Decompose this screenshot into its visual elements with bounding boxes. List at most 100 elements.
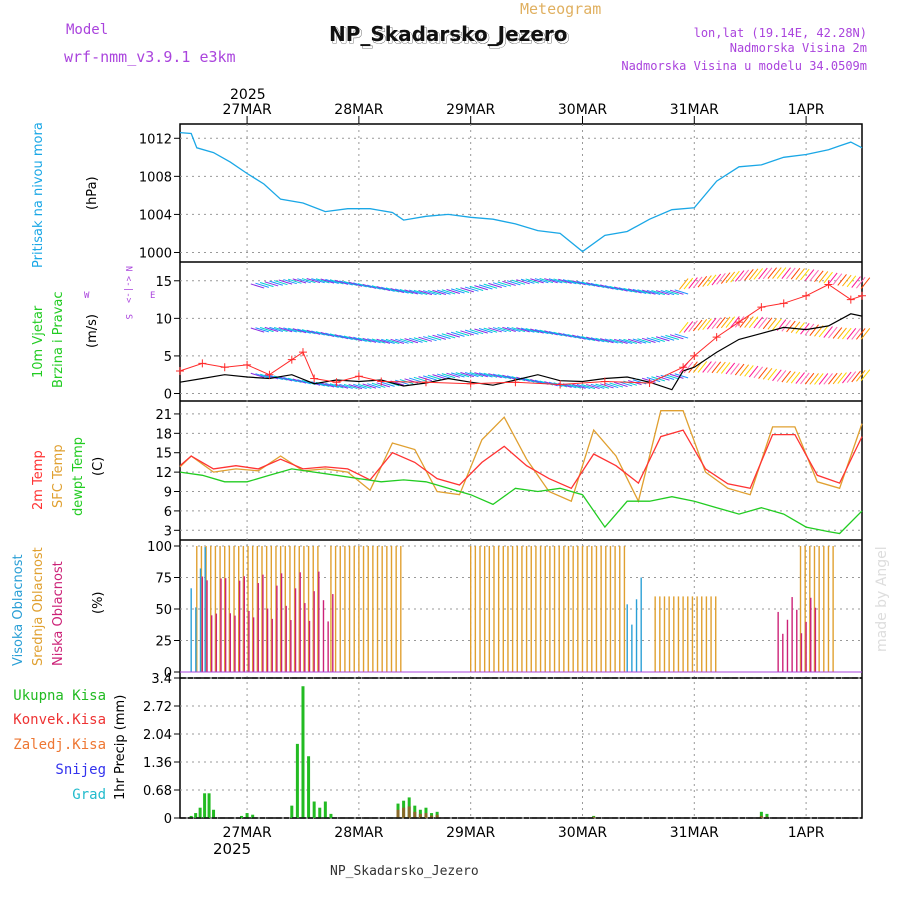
wind-barb	[734, 363, 745, 376]
wind-gust-point	[265, 370, 274, 379]
wind-barb	[371, 338, 386, 344]
wind-barb	[683, 277, 694, 290]
wind-barb	[343, 280, 358, 287]
wind-barb	[706, 274, 717, 287]
precip-bars	[180, 677, 862, 819]
top-day-labels: 27MAR 28MAR 29MAR 30MAR 31MAR 1APR	[222, 102, 824, 118]
wind-barb	[804, 372, 815, 385]
wind-barb	[228, 331, 241, 335]
y-tick-label: 21	[155, 408, 172, 423]
wind-barb	[651, 290, 665, 296]
wind-barb	[530, 379, 544, 385]
y-tick-label: 2.72	[143, 700, 172, 715]
wind-barb	[311, 278, 325, 284]
precip-conv-bar	[418, 813, 422, 818]
precip-total-bar	[194, 813, 198, 818]
wind-barb	[790, 267, 801, 280]
wind-barb	[292, 378, 307, 384]
wind-barb	[516, 376, 530, 382]
wind-barb	[837, 372, 847, 384]
wind-gust-point	[511, 378, 520, 387]
wind-barb	[767, 368, 777, 381]
wind-barb	[586, 383, 600, 390]
compass-arrows: <-|->	[123, 276, 133, 304]
wind-barb	[460, 330, 474, 336]
wind-barb	[255, 282, 269, 288]
compass-s: S	[123, 314, 133, 319]
wind-barb	[311, 330, 325, 336]
wind-gust-point	[556, 380, 565, 389]
wind-barb	[292, 278, 307, 284]
wind-barb	[320, 278, 335, 284]
wind-gust-point	[377, 377, 386, 386]
wind-barb	[744, 365, 754, 377]
wind-barb	[241, 285, 254, 289]
wind-barb	[376, 286, 391, 292]
wind-barb	[418, 376, 433, 382]
wind-barb	[553, 331, 568, 337]
wind-barb	[362, 383, 377, 389]
wind-barb	[427, 335, 442, 341]
wind-barb	[273, 280, 288, 286]
wind-gust-point	[176, 366, 184, 375]
y-tick-label: 2.04	[143, 728, 172, 743]
wind-barb	[186, 291, 199, 295]
wind-barb	[669, 373, 684, 379]
wind-barb	[576, 335, 591, 341]
wind-gust-point	[220, 363, 229, 372]
wind-barb	[567, 383, 582, 389]
wind-barb	[809, 373, 819, 385]
precip-legend-frozen: Zaledj.Kisa	[13, 737, 106, 753]
wind-barb	[697, 275, 708, 288]
cloud-title-high: Visoka Oblacnost	[11, 554, 26, 666]
wind-barb	[804, 269, 815, 281]
wind-barb	[683, 361, 694, 374]
wind-barb	[786, 320, 796, 333]
wind-barb	[464, 286, 479, 292]
y-tick-label: 3	[164, 524, 172, 539]
wind-barb	[534, 278, 549, 284]
precip-conv-bar	[396, 809, 400, 818]
wind-barb	[655, 336, 670, 342]
wind-barb	[576, 383, 591, 390]
wind-barb	[320, 331, 335, 337]
wind-barb	[190, 336, 203, 340]
wind-barb	[376, 382, 391, 388]
top-day-label: 29MAR	[446, 102, 495, 118]
wind-barb	[259, 282, 274, 288]
wind-barb	[725, 362, 736, 375]
wind-gust-point	[600, 377, 609, 386]
wind-barb	[264, 326, 279, 333]
wind-barb	[697, 361, 708, 373]
wind-barb	[702, 318, 712, 331]
wind-barb	[586, 282, 600, 288]
wind-barb	[851, 328, 861, 340]
wind-barb	[842, 274, 852, 287]
wind-title-line1: 10m Vjetar	[31, 305, 46, 378]
wind-barb	[418, 290, 433, 296]
cloud-bars	[180, 546, 862, 673]
wind-barb	[292, 328, 307, 334]
precip-total-bar	[203, 793, 207, 818]
wind-barb	[315, 331, 330, 337]
bottom-day-label: 1APR	[788, 825, 825, 841]
wind-barb	[283, 327, 297, 333]
wind-barb	[218, 289, 231, 293]
wind-barb	[511, 327, 526, 333]
y-tick-label: 10	[155, 312, 172, 327]
wind-barb	[725, 316, 736, 328]
wind-barb	[497, 281, 512, 287]
wind-barb	[399, 288, 414, 295]
bottom-year-label: 2025	[213, 840, 251, 858]
wind-barb	[786, 267, 796, 280]
wind-barb	[343, 335, 358, 341]
wind-barb	[674, 333, 689, 339]
wind-barb	[637, 338, 651, 344]
y-tick-label: 18	[155, 427, 172, 442]
wind-barb	[409, 377, 423, 383]
wind-barb	[186, 337, 199, 341]
wind-barb	[730, 363, 740, 375]
wind-barb	[548, 278, 563, 284]
wind-barb	[595, 283, 610, 289]
wind-barb	[343, 383, 358, 390]
